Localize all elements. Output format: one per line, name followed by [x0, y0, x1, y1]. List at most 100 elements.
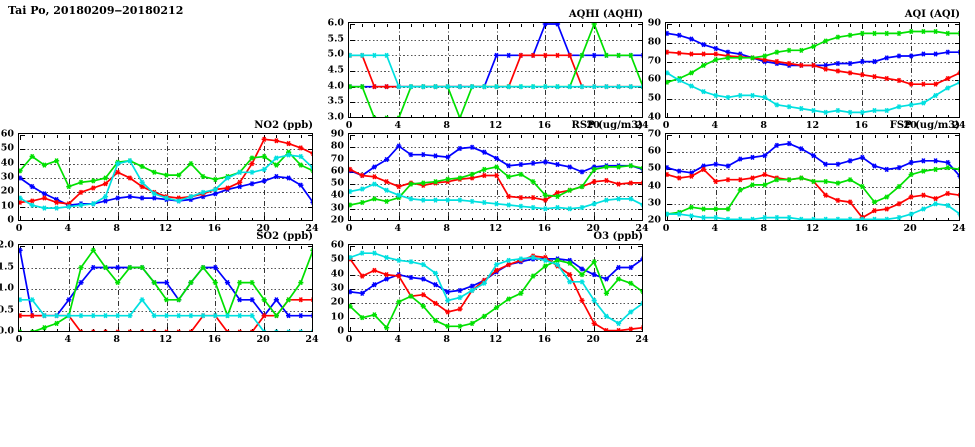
data-point [847, 199, 853, 205]
data-point [371, 174, 377, 180]
data-point [713, 178, 719, 185]
data-point [359, 186, 365, 192]
data-point [908, 53, 914, 59]
data-point [701, 89, 707, 95]
y-tick-label: 0.0 [0, 325, 14, 337]
chart-title-so2: SO2 (ppb) [256, 231, 313, 242]
page-title: Tai Po, 20180209‒20180212 [8, 4, 184, 17]
series-line-day4 [666, 72, 959, 114]
data-point [567, 272, 573, 278]
data-point [250, 329, 254, 331]
data-point [823, 178, 829, 185]
data-point [310, 313, 312, 319]
data-point [786, 177, 792, 183]
data-point [54, 199, 60, 205]
y-tick-label: 2.0 [0, 239, 14, 251]
data-point [713, 45, 719, 52]
data-point [701, 166, 707, 173]
data-point [871, 74, 878, 80]
data-point [908, 194, 914, 200]
data-point [676, 32, 682, 38]
data-point [554, 193, 561, 200]
data-point [432, 282, 439, 288]
x-tick-label: 16 [207, 334, 221, 345]
y-axis-labels-aqi: 40 50 60 70 80 90 [633, 18, 661, 121]
data-point [737, 92, 743, 99]
data-point [554, 257, 561, 263]
data-point [859, 216, 865, 220]
y-tick-label: 30 [330, 282, 344, 294]
data-point [127, 329, 132, 331]
chart-title-fsp: FSP (ug/m3) [889, 120, 960, 131]
data-point [445, 197, 451, 203]
data-point [749, 92, 756, 99]
data-point [493, 262, 500, 268]
data-point [90, 178, 96, 184]
data-point [432, 317, 439, 324]
data-point [737, 156, 743, 162]
plot-svg-no2 [19, 134, 312, 220]
data-point [666, 79, 670, 85]
data-point [530, 160, 536, 166]
data-point [725, 49, 731, 55]
data-point [603, 84, 609, 90]
data-point [847, 70, 853, 76]
data-point [628, 264, 634, 271]
x-tick-label: 4 [64, 334, 72, 345]
data-point [896, 201, 902, 207]
data-point [945, 159, 951, 166]
data-point [603, 177, 609, 184]
data-point [762, 53, 768, 59]
data-point [847, 32, 853, 38]
data-point [237, 329, 242, 331]
data-point [384, 156, 390, 163]
data-point [835, 34, 841, 40]
data-point [310, 247, 312, 253]
data-point [908, 102, 914, 108]
data-point [273, 313, 279, 319]
data-point [798, 47, 804, 53]
data-point [628, 163, 634, 169]
y-tick-label: 40 [330, 267, 344, 279]
data-point [530, 195, 536, 201]
data-point [518, 161, 524, 168]
data-point [176, 172, 182, 178]
data-point [628, 84, 634, 90]
series-line-day3 [666, 166, 959, 215]
x-tick-label: 8 [760, 223, 767, 234]
data-point [237, 169, 243, 175]
data-point [823, 216, 829, 220]
data-point [896, 183, 902, 190]
data-point [286, 329, 291, 331]
data-point [286, 297, 292, 303]
data-point [945, 202, 951, 209]
x-tick-label: 24 [305, 334, 319, 345]
data-point [310, 151, 312, 157]
data-point [749, 182, 756, 188]
data-point [530, 204, 536, 211]
data-point [666, 49, 670, 55]
data-point [359, 52, 365, 58]
data-point [493, 164, 500, 170]
data-point [286, 152, 292, 158]
data-point [237, 313, 243, 319]
data-point [688, 213, 694, 219]
data-point [762, 214, 768, 220]
data-point [102, 181, 109, 187]
data-point [884, 166, 890, 173]
series-line-day1 [349, 144, 642, 177]
plot-svg-o3 [349, 245, 642, 331]
y-tick-label: 30 [647, 197, 661, 209]
y-tick-label: 50 [0, 142, 14, 154]
data-point [349, 254, 353, 261]
data-point [616, 52, 622, 58]
chart-title-aqhi: AQHI (AQHI) [568, 9, 643, 20]
data-point [859, 109, 865, 115]
y-tick-label: 20 [330, 296, 344, 308]
data-point [349, 166, 353, 173]
data-point [908, 28, 914, 35]
data-point [579, 266, 585, 272]
data-point [408, 274, 414, 281]
y-tick-label: 40 [647, 111, 661, 123]
data-point [286, 313, 292, 319]
